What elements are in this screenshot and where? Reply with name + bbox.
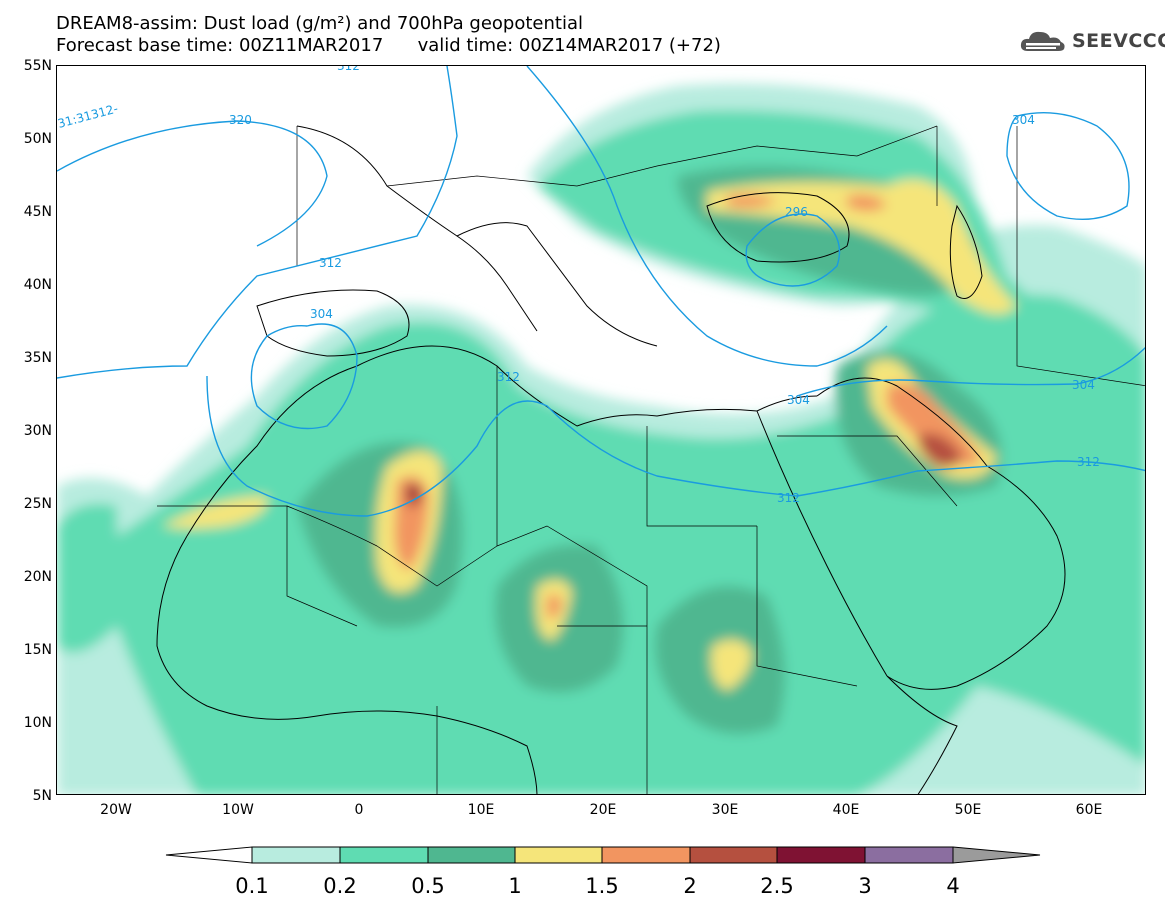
cloud-icon <box>1020 31 1065 51</box>
contour-label: 304 <box>1072 378 1095 392</box>
lon-label-0: 0 <box>354 802 364 818</box>
lat-label-20n: 20N <box>23 569 52 585</box>
colorbar-label: 0.2 <box>323 874 357 898</box>
contour-label: 304 <box>1012 113 1035 127</box>
contour-304-east <box>796 346 1145 397</box>
coastline-west-africa <box>156 535 538 794</box>
lat-label-50n: 50N <box>23 131 52 147</box>
dust-load-map: 31:31312- 320 312 312 304 312 304 312 31… <box>56 65 1146 795</box>
title-line-1: DREAM8-assim: Dust load (g/m²) and 700hP… <box>56 13 583 34</box>
colorbar-label: 2 <box>683 874 697 898</box>
colorbar <box>165 846 1041 864</box>
colorbar-label: 0.5 <box>411 874 445 898</box>
contour-312-south <box>206 375 1145 517</box>
contour-label: 296 <box>785 205 808 219</box>
coastline-horn-africa <box>886 675 958 794</box>
colorbar-swatch-5 <box>689 846 778 864</box>
lon-label-10e: 10E <box>467 802 495 818</box>
colorbar-label: 0.1 <box>235 874 269 898</box>
geopotential-contours <box>57 66 1145 517</box>
contour-label: 312 <box>337 66 360 73</box>
colorbar-label: 1.5 <box>585 874 619 898</box>
colorbar-swatch-2 <box>427 846 516 864</box>
lat-label-10n: 10N <box>23 715 52 731</box>
contour-304-west <box>250 323 358 430</box>
lon-label-50e: 50E <box>954 802 982 818</box>
contour-label: 31:31312- <box>57 101 119 131</box>
seevccc-logo: SEEVCCC <box>1018 26 1165 56</box>
colorbar-high-arrow <box>952 846 1041 864</box>
title-line-2: Forecast base time: 00Z11MAR2017 valid t… <box>56 35 721 56</box>
contour-304-ne <box>1006 112 1130 221</box>
lat-label-40n: 40N <box>23 277 52 293</box>
contour-label: 304 <box>310 307 333 321</box>
coastline-europe <box>296 125 658 347</box>
colorbar-label: 1 <box>508 874 522 898</box>
colorbar-swatch-0 <box>251 846 341 864</box>
coastline-italy <box>456 235 538 332</box>
lat-label-35n: 35N <box>23 350 52 366</box>
coastline-arabia <box>816 377 1066 690</box>
logo-text: SEEVCCC <box>1072 30 1165 52</box>
colorbar-swatch-3 <box>514 846 603 864</box>
lat-label-5n: 5N <box>32 788 52 804</box>
contour-label: 304 <box>787 393 810 407</box>
contour-296 <box>745 213 841 287</box>
lon-label-60e: 60E <box>1075 802 1103 818</box>
colorbar-swatch-1 <box>339 846 429 864</box>
contour-312-west <box>57 66 458 379</box>
colorbar-swatch-4 <box>601 846 691 864</box>
coastline-iberia <box>256 289 410 357</box>
colorbar-label: 4 <box>946 874 960 898</box>
dust-fields <box>57 83 1145 794</box>
lon-label-20w: 20W <box>100 802 132 818</box>
map-canvas: 31:31312- 320 312 312 304 312 304 312 31… <box>57 66 1145 794</box>
colorbar-swatch-7 <box>864 846 954 864</box>
lat-label-55n: 55N <box>23 58 52 74</box>
dust-field-2.5 <box>409 486 419 498</box>
contour-label: 312 <box>319 256 342 270</box>
lon-label-20e: 20E <box>589 802 617 818</box>
coastline-red-sea <box>756 410 888 677</box>
colorbar-label: 3 <box>858 874 872 898</box>
lat-label-45n: 45N <box>23 204 52 220</box>
contour-label: 312 <box>1077 455 1100 469</box>
coastline-black-sea <box>706 192 850 263</box>
lat-label-15n: 15N <box>23 642 52 658</box>
country-borders <box>157 125 1145 794</box>
colorbar-low-arrow <box>165 846 253 864</box>
contour-label: 312 <box>777 491 800 505</box>
lon-label-10w: 10W <box>222 802 254 818</box>
contour-312-north <box>526 66 888 367</box>
coastline-caspian <box>949 204 983 299</box>
colorbar-swatch-6 <box>776 846 866 864</box>
contour-label: 312 <box>497 370 520 384</box>
contour-label: 320 <box>229 113 252 127</box>
colorbar-label: 2.5 <box>760 874 794 898</box>
contour-320 <box>57 120 328 247</box>
lon-label-30e: 30E <box>711 802 739 818</box>
coastline-north-africa <box>186 345 818 537</box>
lat-label-30n: 30N <box>23 423 52 439</box>
lon-label-40e: 40E <box>832 802 860 818</box>
lat-label-25n: 25N <box>23 496 52 512</box>
coastlines <box>156 125 1066 794</box>
